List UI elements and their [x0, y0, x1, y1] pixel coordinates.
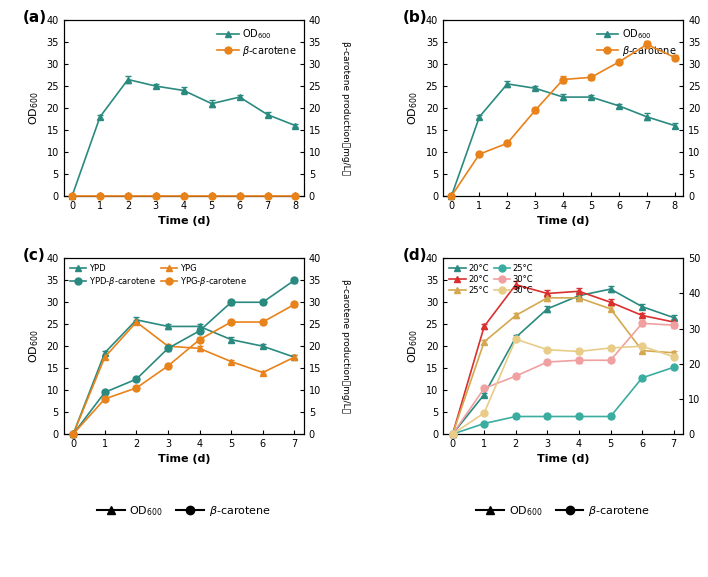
Y-axis label: OD$_{600}$: OD$_{600}$: [27, 91, 41, 125]
Text: (a): (a): [23, 10, 47, 25]
Legend: YPD, YPD-$\beta$-carotene, YPG, YPG-$\beta$-carotene: YPD, YPD-$\beta$-carotene, YPG, YPG-$\be…: [68, 263, 249, 290]
Y-axis label: β-carotene production（mg/L）: β-carotene production（mg/L）: [341, 279, 350, 413]
X-axis label: Time (d): Time (d): [537, 216, 590, 226]
Legend: OD$_{600}$, $\beta$-carotene: OD$_{600}$, $\beta$-carotene: [472, 500, 654, 523]
Y-axis label: OD$_{600}$: OD$_{600}$: [406, 91, 420, 125]
Y-axis label: β-carotene production（mg/L）: β-carotene production（mg/L）: [341, 41, 350, 175]
X-axis label: Time (d): Time (d): [537, 455, 590, 464]
Y-axis label: OD$_{600}$: OD$_{600}$: [27, 329, 41, 363]
X-axis label: Time (d): Time (d): [157, 455, 210, 464]
Legend: OD$_{600}$, $\beta$-carotene: OD$_{600}$, $\beta$-carotene: [93, 500, 275, 523]
X-axis label: Time (d): Time (d): [157, 216, 210, 226]
Legend: OD$_{600}$, $\beta$-carotene: OD$_{600}$, $\beta$-carotene: [215, 25, 299, 59]
Legend: OD$_{600}$, $\beta$-carotene: OD$_{600}$, $\beta$-carotene: [595, 25, 678, 59]
Legend: 20°C, 20°C, 25°C, 25°C, 30°C, 30°C: 20°C, 20°C, 25°C, 25°C, 30°C, 30°C: [447, 263, 535, 297]
Y-axis label: OD$_{600}$: OD$_{600}$: [406, 329, 420, 363]
Text: (b): (b): [402, 10, 427, 25]
Text: (d): (d): [402, 248, 427, 263]
Text: (c): (c): [23, 248, 45, 263]
